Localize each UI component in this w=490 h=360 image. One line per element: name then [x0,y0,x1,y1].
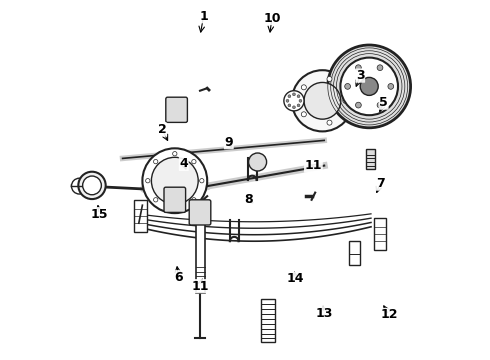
Bar [196,222,204,293]
Circle shape [153,198,158,202]
FancyBboxPatch shape [164,187,186,212]
Circle shape [343,98,348,103]
FancyBboxPatch shape [189,200,211,225]
Text: 13: 13 [316,307,333,320]
Bar [373,218,387,250]
Text: 12: 12 [380,309,398,321]
Circle shape [288,104,291,107]
Text: 11: 11 [305,159,322,172]
Circle shape [248,153,267,171]
Text: 3: 3 [356,69,365,82]
Circle shape [143,148,207,213]
Circle shape [284,91,304,111]
Circle shape [151,157,198,204]
Text: 9: 9 [224,136,233,149]
Circle shape [328,45,411,128]
Bar [134,200,147,232]
Circle shape [377,102,383,108]
Text: 6: 6 [174,271,183,284]
Circle shape [341,58,398,115]
Circle shape [192,198,196,202]
Circle shape [288,95,291,98]
Circle shape [72,178,87,194]
Circle shape [377,65,383,71]
Circle shape [199,179,204,183]
Text: 5: 5 [379,96,388,109]
Text: 1: 1 [199,10,208,23]
Circle shape [327,76,332,81]
Text: 8: 8 [245,193,253,206]
Circle shape [172,152,177,156]
Circle shape [304,82,341,119]
Circle shape [301,112,306,117]
Circle shape [301,85,306,90]
Bar [349,241,360,265]
Circle shape [83,176,101,195]
Circle shape [388,84,393,89]
Text: 11: 11 [191,280,209,293]
Circle shape [356,102,361,108]
Text: 2: 2 [158,123,167,136]
Bar [366,149,374,169]
Circle shape [146,179,150,183]
Text: 7: 7 [376,177,384,190]
Circle shape [297,95,300,98]
Circle shape [192,159,196,164]
Circle shape [292,70,353,131]
Circle shape [297,104,300,107]
Circle shape [293,106,295,109]
Text: 15: 15 [91,208,108,221]
Circle shape [299,99,302,102]
Circle shape [360,77,378,95]
Text: 10: 10 [263,12,281,24]
Circle shape [345,84,350,89]
Circle shape [286,99,289,102]
Circle shape [356,65,361,71]
Circle shape [172,206,177,210]
Circle shape [293,93,295,96]
Circle shape [78,172,106,199]
Circle shape [327,120,332,125]
Text: 4: 4 [179,157,188,170]
Bar [261,299,275,342]
Circle shape [153,159,158,164]
FancyBboxPatch shape [166,97,187,122]
Text: 14: 14 [287,273,304,285]
